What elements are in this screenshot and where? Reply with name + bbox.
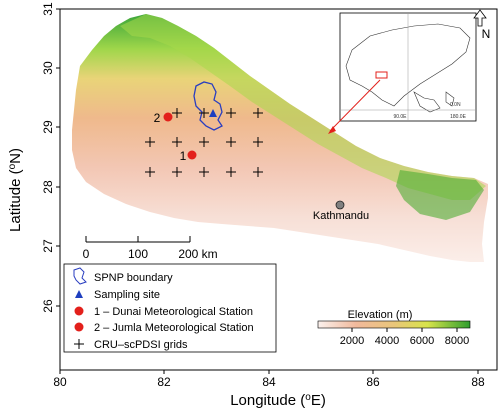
x-axis: 80 82 84 86 88 Longitude (oE) bbox=[53, 370, 485, 409]
grid-plus bbox=[253, 108, 263, 118]
locator-arrow bbox=[329, 79, 381, 132]
grid-plus bbox=[253, 167, 263, 177]
peak-ridge bbox=[396, 170, 484, 220]
x-tick-label: 82 bbox=[157, 375, 171, 389]
grid-plus bbox=[199, 137, 209, 147]
north-label: N bbox=[482, 27, 491, 41]
high-ridge bbox=[120, 14, 486, 200]
legend-triangle-symbol bbox=[75, 290, 83, 298]
x-tick-label: 86 bbox=[366, 375, 380, 389]
grid-plus bbox=[199, 108, 209, 118]
nepal-landmass bbox=[72, 14, 488, 262]
y-axis: 31 30 29 28 27 26 Latitude (oN) bbox=[7, 2, 60, 313]
cru-grid-points bbox=[145, 108, 263, 177]
grid-plus bbox=[226, 167, 236, 177]
y-tick-label: 29 bbox=[41, 120, 55, 134]
inset-land-detail bbox=[413, 91, 455, 113]
grid-plus bbox=[199, 167, 209, 177]
north-arrow: N bbox=[473, 9, 491, 41]
grid-plus bbox=[226, 137, 236, 147]
x-tick-label: 80 bbox=[53, 375, 67, 389]
y-tick-label: 31 bbox=[41, 2, 55, 16]
legend-label: 1 – Dunai Meteorological Station bbox=[94, 306, 253, 318]
x-axis-title: Longitude (oE) bbox=[230, 392, 326, 410]
legend-label: 2 – Jumla Meteorological Station bbox=[94, 322, 254, 334]
elevation-tick: 6000 bbox=[410, 335, 434, 347]
grid-plus bbox=[145, 137, 155, 147]
inset-lon-label: 90.0E bbox=[393, 114, 407, 120]
grid-plus bbox=[172, 167, 182, 177]
legend-label: Sampling site bbox=[94, 289, 160, 301]
elevation-tick: 2000 bbox=[340, 335, 364, 347]
inset-lon-label: 180.0E bbox=[450, 114, 467, 120]
legend-label: SPNP boundary bbox=[94, 272, 173, 284]
grid-plus bbox=[145, 167, 155, 177]
elevation-tick: 8000 bbox=[445, 335, 469, 347]
station-label-1: 1 bbox=[180, 149, 187, 163]
inset-map: 90.0E 180.0E 0.0N bbox=[339, 12, 477, 122]
locator-arrow-head bbox=[328, 126, 336, 134]
legend-station-symbol bbox=[74, 306, 84, 316]
sampling-site-marker bbox=[209, 109, 217, 117]
grid-plus bbox=[253, 137, 263, 147]
legend-plus-symbol bbox=[74, 339, 84, 349]
station-marker-dunai bbox=[187, 150, 197, 160]
station-label-2: 2 bbox=[154, 111, 161, 125]
y-tick-label: 28 bbox=[41, 180, 55, 194]
scale-tick: 100 bbox=[128, 247, 148, 261]
elevation-colorbar: Elevation (m) 2000 4000 6000 8000 bbox=[317, 309, 471, 347]
scale-tick: 200 km bbox=[178, 247, 217, 261]
grid-plus bbox=[172, 137, 182, 147]
kathmandu-marker bbox=[335, 200, 345, 210]
legend-label: CRU–scPDSI grids bbox=[94, 339, 188, 351]
grid-plus bbox=[226, 108, 236, 118]
inset-lat-label: 0.0N bbox=[450, 102, 461, 108]
elevation-title: Elevation (m) bbox=[348, 309, 413, 321]
legend-boundary-symbol bbox=[73, 267, 87, 285]
grid-plus bbox=[172, 108, 182, 118]
legend: SPNP boundary Sampling site 1 – Dunai Me… bbox=[63, 263, 277, 353]
legend-station-symbol bbox=[74, 322, 84, 332]
scale-tick: 0 bbox=[83, 247, 90, 261]
station-marker-jumla bbox=[163, 112, 173, 122]
kathmandu-label: Kathmandu bbox=[313, 210, 369, 222]
y-tick-label: 30 bbox=[41, 61, 55, 75]
y-tick-label: 26 bbox=[41, 299, 55, 313]
x-tick-label: 84 bbox=[262, 375, 276, 389]
spnp-boundary bbox=[193, 81, 223, 131]
scale-bar: 0 100 200 km bbox=[83, 236, 218, 261]
y-tick-label: 27 bbox=[41, 239, 55, 253]
elevation-tick: 4000 bbox=[375, 335, 399, 347]
y-axis-title: Latitude (oN) bbox=[7, 148, 25, 232]
x-tick-label: 88 bbox=[471, 375, 485, 389]
